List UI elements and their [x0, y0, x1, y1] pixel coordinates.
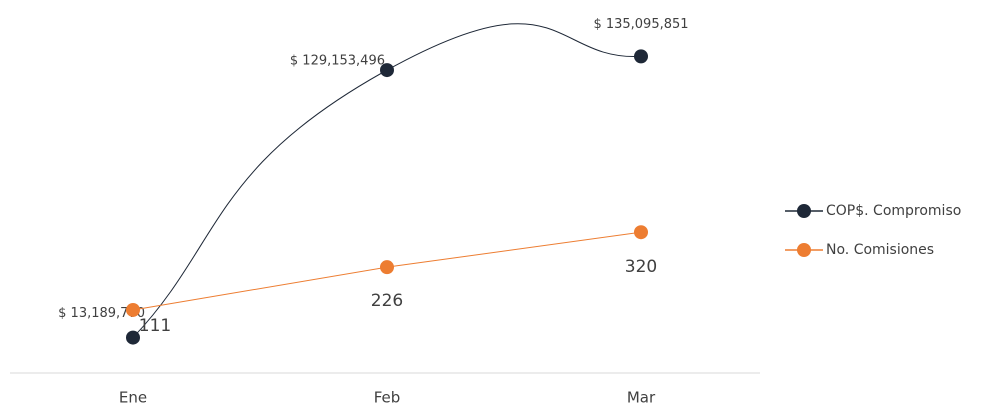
x-tick-label: Feb [374, 389, 401, 407]
data-label: $ 13,189,770 [58, 306, 145, 321]
point-marker [380, 63, 394, 78]
legend-label: COP$. Compromiso [826, 203, 961, 219]
point-marker [634, 49, 648, 64]
legend-marker [797, 243, 811, 257]
data-label: $ 129,153,496 [290, 54, 385, 69]
point-marker [380, 260, 394, 275]
data-label: 111 [139, 316, 171, 336]
legend-marker [797, 204, 811, 218]
legend-label: No. Comisiones [826, 242, 934, 258]
data-label: $ 135,095,851 [593, 17, 688, 32]
x-tick-label: Mar [627, 389, 656, 407]
x-tick-label: Ene [119, 389, 147, 407]
point-marker [634, 225, 648, 240]
point-marker [126, 302, 140, 317]
data-label: 320 [625, 257, 657, 277]
data-label: 226 [371, 291, 403, 311]
point-marker [126, 330, 140, 345]
